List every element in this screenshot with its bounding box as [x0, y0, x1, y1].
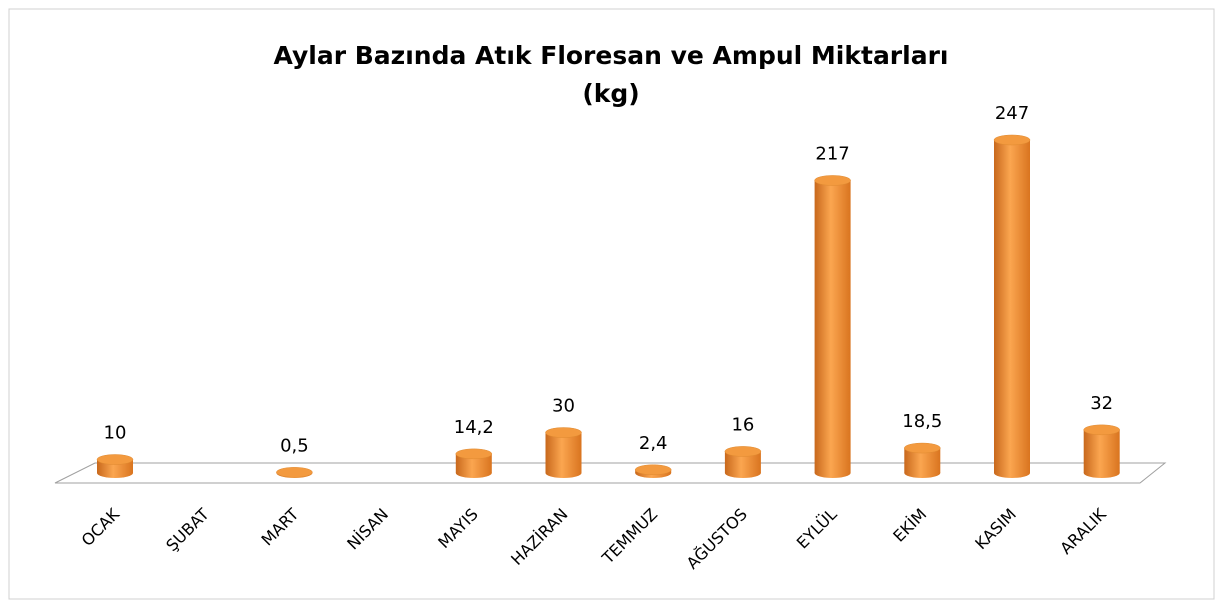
chart-title: Aylar Bazında Atık Floresan ve Ampul Mik… [274, 41, 949, 70]
x-tick-label: NİSAN [343, 505, 392, 554]
x-tick-label: EKİM [889, 505, 930, 546]
bar-top [724, 446, 762, 457]
floor [54, 462, 1167, 484]
bar-body [724, 451, 761, 473]
x-tick-label: HAZİRAN [507, 505, 571, 569]
bar-bottom [994, 468, 1030, 478]
x-tick-label: ARALIK [1056, 504, 1110, 558]
data-label: 14,2 [454, 417, 494, 438]
x-tick-label: OCAK [78, 504, 124, 550]
bar-top [993, 134, 1031, 146]
bar-top [814, 175, 851, 186]
data-label: 10 [104, 423, 127, 444]
bar-top [545, 427, 582, 438]
bar-top [634, 464, 672, 476]
data-label: 32 [1090, 393, 1113, 414]
bar-body [814, 180, 851, 473]
bar-bottom [1083, 468, 1120, 478]
x-tick-label: AĞUSTOS [683, 505, 751, 573]
bar-top [1083, 424, 1120, 436]
bar-top [276, 467, 313, 478]
chart-border [8, 8, 1215, 600]
data-label: 217 [815, 143, 849, 164]
chart-subtitle: (kg) [582, 79, 639, 108]
bar-top [96, 454, 134, 465]
bar-body [994, 140, 1030, 473]
x-tick-label: MAYIS [434, 505, 481, 552]
x-tick-label: TEMMUZ [598, 505, 662, 569]
x-tick-label: EYLÜL [793, 505, 841, 553]
x-tick-label: KASIM [971, 505, 1020, 554]
data-label: 18,5 [902, 411, 942, 432]
x-tick-label: MART [258, 504, 303, 549]
data-label: 0,5 [280, 435, 309, 456]
data-label: 2,4 [639, 433, 668, 454]
bar-bottom [814, 468, 851, 478]
bar-body [455, 453, 492, 473]
bar-bottom [724, 468, 761, 478]
bar-body [545, 432, 582, 473]
x-tick-label: ŞUBAT [162, 504, 213, 555]
bar-bottom [455, 468, 492, 478]
bar-top [904, 442, 941, 454]
data-label: 247 [995, 103, 1029, 124]
data-label: 16 [731, 414, 754, 435]
bar-bottom [545, 468, 582, 478]
bar-top [455, 448, 493, 460]
data-label: 30 [552, 396, 575, 417]
bar-bottom [904, 468, 941, 478]
bar-body [1083, 429, 1120, 473]
bar-bottom [97, 468, 133, 478]
